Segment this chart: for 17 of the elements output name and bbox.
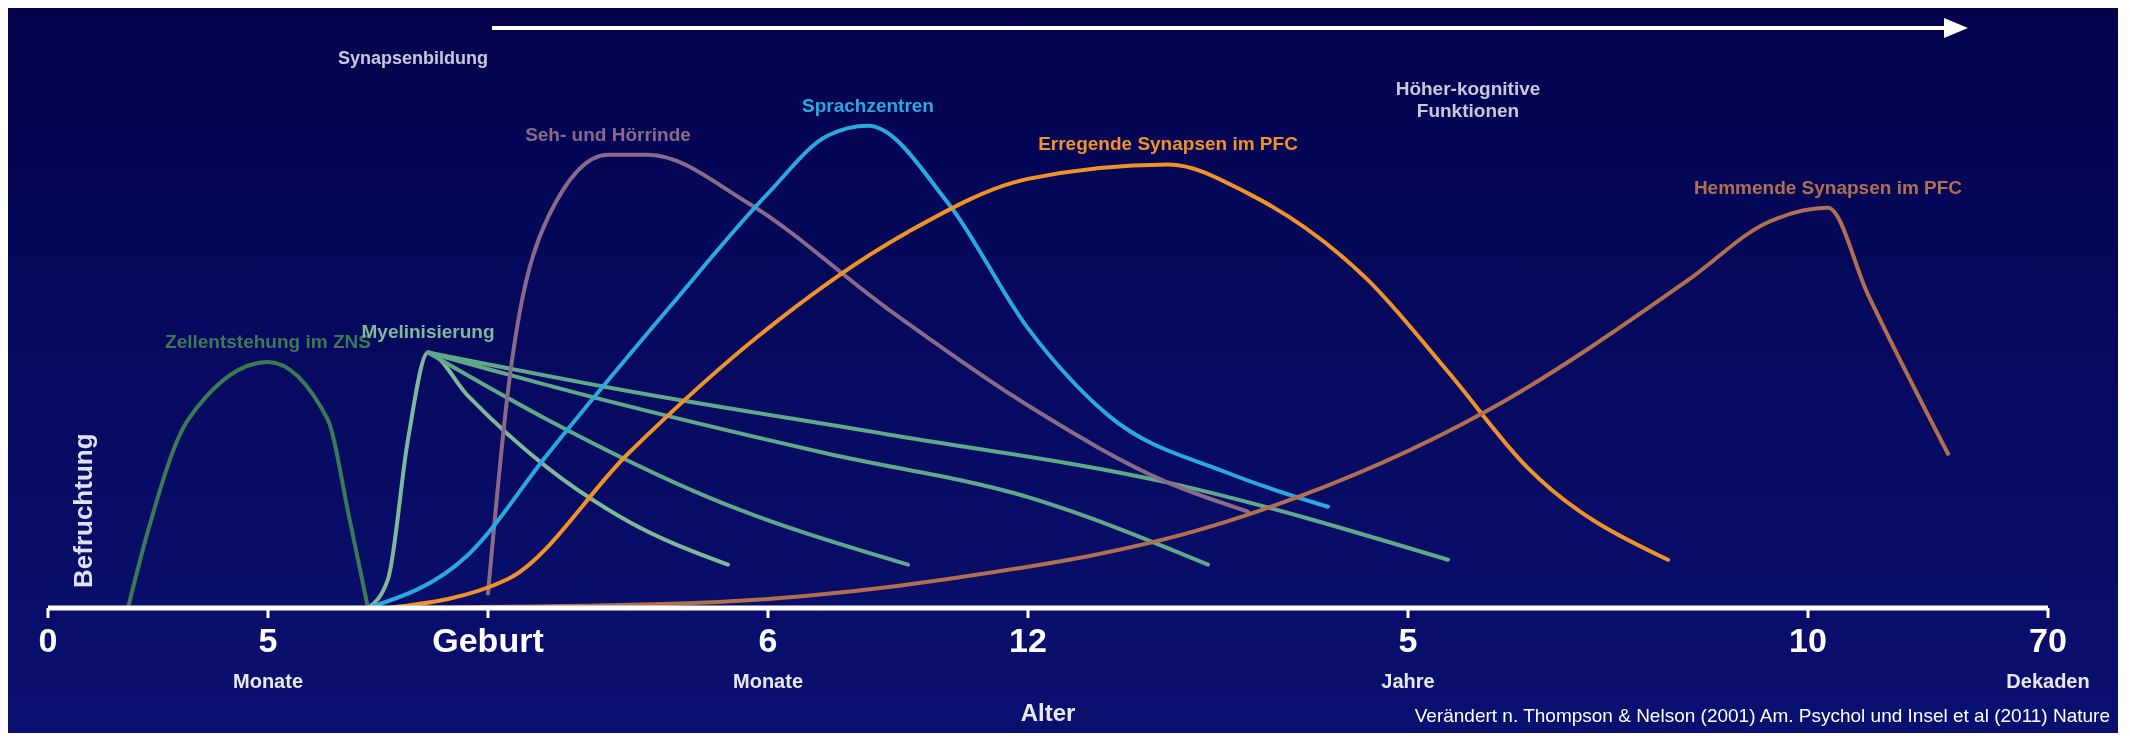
series-label: Erregende Synapsen im PFC	[1038, 133, 1299, 155]
text: Synapsenbildung	[338, 48, 489, 69]
series-label: Hemmende Synapsen im PFC	[1693, 176, 1963, 198]
text: Verändert n. Thompson & Nelson (2001) Am. Psychol und Insel et al (2011) Nature	[1414, 705, 2110, 727]
x-tick-label: 5 Monate	[233, 621, 303, 692]
series-label: Sprachzentren	[802, 94, 934, 116]
x-tick-label: 0	[38, 621, 58, 659]
series-label: Seh- und Hörrinde	[525, 123, 691, 145]
x-tick-label: 10	[1789, 621, 1827, 659]
x-tick-label: Geburt	[432, 621, 544, 659]
x-tick-label: 6 Monate	[733, 621, 803, 692]
x-tick-label: 12	[1009, 621, 1047, 659]
annotation: Befruchtung	[68, 433, 99, 588]
text: Höher-kognitive Funktionen	[1394, 78, 1542, 122]
x-tick-label: 5 Jahre	[1381, 621, 1435, 692]
x-axis-title: Alter	[1020, 699, 1076, 726]
x-tick-label: 70 Dekaden	[2006, 621, 2090, 692]
